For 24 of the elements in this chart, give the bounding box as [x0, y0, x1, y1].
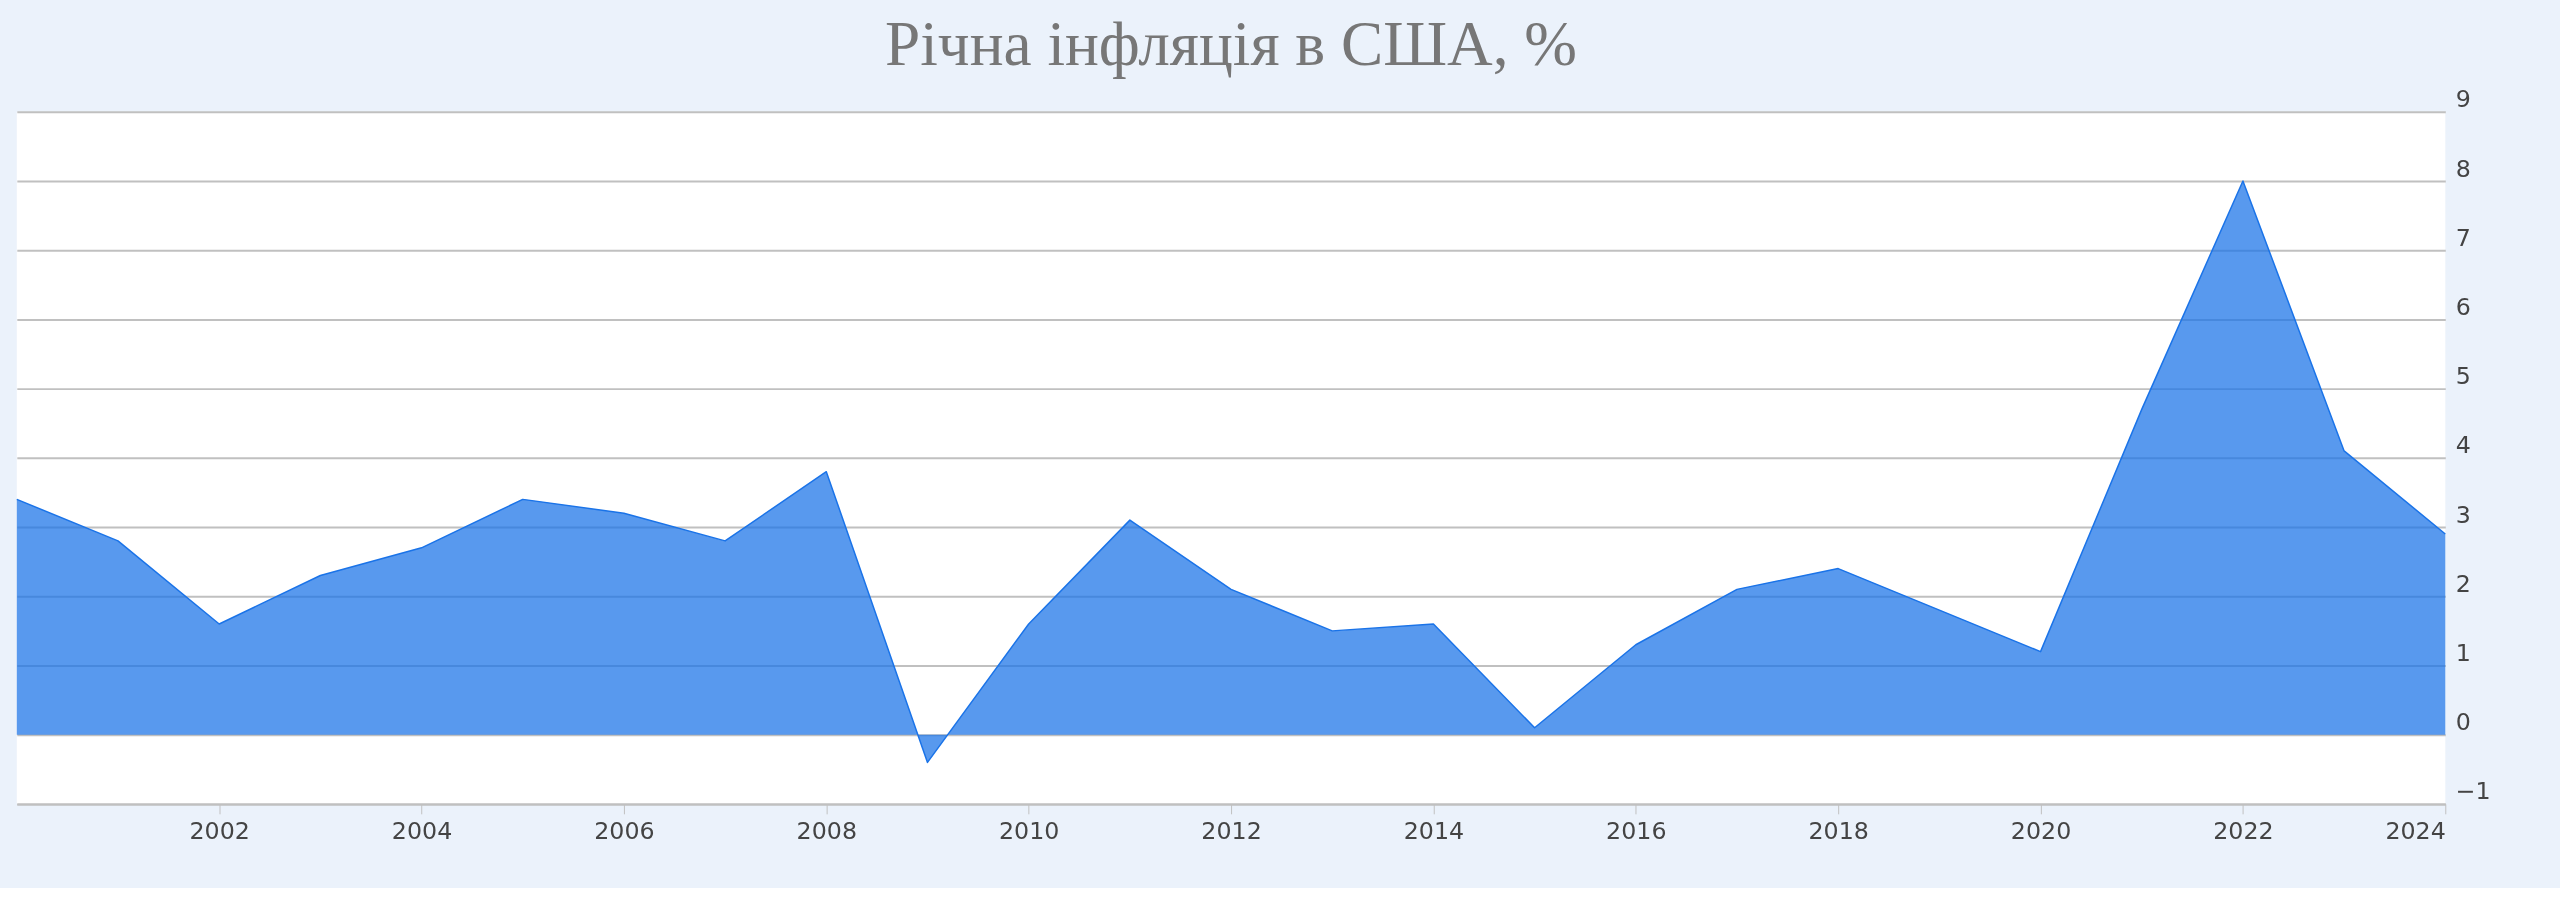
y-tick-label: 3: [2455, 500, 2471, 529]
x-tick-label: 2018: [1808, 817, 1869, 846]
y-tick-label: 2: [2455, 569, 2471, 598]
x-tick-label: 2002: [189, 817, 250, 846]
x-tick-label: 2012: [1201, 817, 1262, 846]
x-tick-label: 2010: [998, 817, 1060, 846]
x-tick-label: 2008: [796, 817, 857, 846]
y-tick-label: 1: [2455, 639, 2471, 668]
x-tick-label: 2024: [2385, 817, 2446, 846]
chart-title: Річна інфляція в США, %: [885, 9, 1578, 80]
y-tick-label: 0: [2455, 708, 2471, 737]
x-tick-label: 2004: [391, 817, 453, 846]
y-tick-label: 7: [2455, 223, 2471, 252]
y-tick-label: 5: [2455, 362, 2471, 391]
y-tick-label: 9: [2455, 85, 2471, 114]
x-tick-label: 2022: [2213, 817, 2274, 846]
x-tick-label: 2016: [1606, 817, 1667, 846]
y-tick-label: 6: [2455, 292, 2471, 321]
x-tick-label: 2006: [594, 817, 655, 846]
y-tick-label: 4: [2455, 431, 2471, 460]
y-tick-label: 8: [2455, 154, 2471, 183]
x-tick-label: 2020: [2010, 817, 2072, 846]
x-tick-label: 2014: [1403, 817, 1465, 846]
y-tick-label: −1: [2455, 777, 2491, 806]
